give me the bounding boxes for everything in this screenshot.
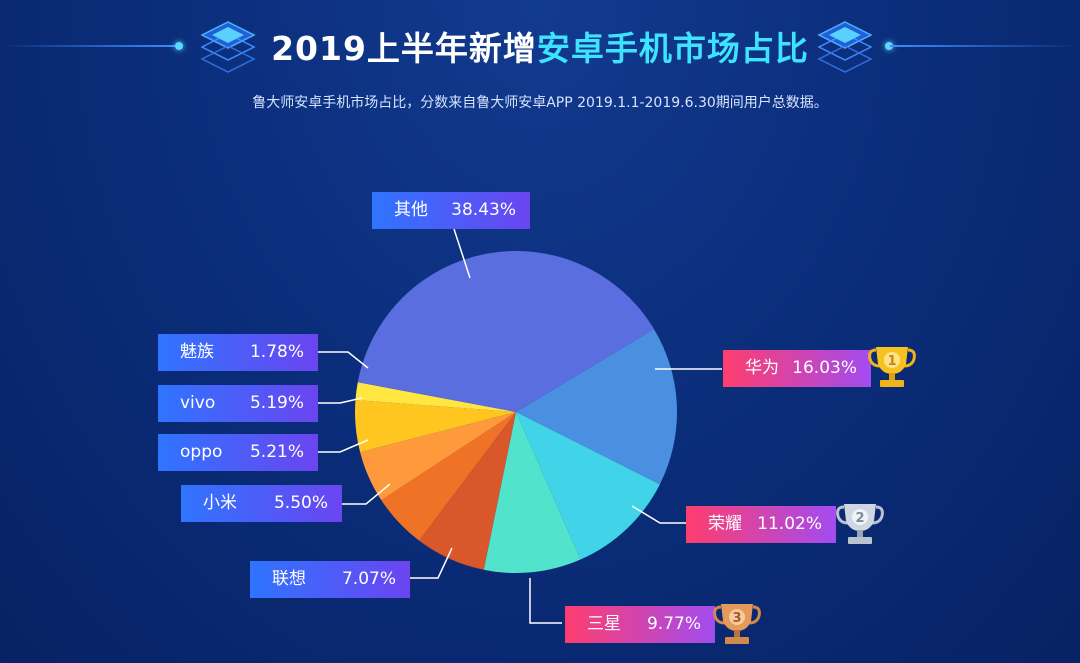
label-lenovo-value: 7.07%	[341, 569, 396, 589]
gold-trophy-icon: 1	[868, 347, 916, 387]
label-lenovo: 联想 7.07%	[250, 561, 410, 598]
leader-line-others	[453, 228, 471, 279]
leader-line-lenovo	[410, 547, 453, 579]
label-huawei-name: 华为	[745, 358, 779, 378]
decorative-line-left	[0, 45, 175, 47]
cube-icon-left	[200, 21, 256, 73]
page-title: 2019上半年新增安卓手机市场占比	[0, 22, 1080, 70]
svg-text:1: 1	[887, 354, 896, 369]
leader-line-vivo	[318, 397, 363, 404]
label-vivo: vivo 5.19%	[158, 385, 318, 422]
pie-slice-3	[419, 412, 516, 570]
pie-slice-4	[381, 412, 516, 541]
label-vivo-name: vivo	[180, 393, 216, 413]
silver-trophy-icon: 2	[836, 504, 884, 544]
label-samsung: 三星 9.77%	[565, 606, 715, 643]
label-samsung-name: 三星	[587, 614, 621, 634]
label-samsung-value: 9.77%	[646, 614, 701, 634]
pie-slice-1	[516, 412, 660, 560]
decorative-dot-right	[885, 42, 893, 50]
header: 2019上半年新增安卓手机市场占比	[0, 18, 1080, 78]
label-oppo-value: 5.21%	[249, 442, 304, 462]
svg-text:3: 3	[732, 611, 741, 626]
leader-line-meizu	[318, 351, 369, 369]
label-lenovo-name: 联想	[272, 569, 306, 589]
label-xiaomi-value: 5.50%	[273, 493, 328, 513]
decorative-dot-left	[175, 42, 183, 50]
pie-slice-2	[483, 412, 581, 574]
label-meizu: 魅族 1.78%	[158, 334, 318, 371]
label-xiaomi: 小米 5.50%	[181, 485, 342, 522]
title-text-highlight: 安卓手机市场占比	[536, 29, 809, 68]
label-honor: 荣耀 11.02%	[686, 506, 836, 543]
decorative-line-right	[890, 45, 1080, 47]
label-oppo: oppo 5.21%	[158, 434, 318, 471]
pie-slice-5	[360, 412, 516, 501]
subtitle: 鲁大师安卓手机市场占比，分数来自鲁大师安卓APP 2019.1.1-2019.6…	[252, 95, 828, 111]
label-vivo-value: 5.19%	[249, 393, 304, 413]
bronze-trophy-icon: 3	[713, 604, 761, 644]
label-honor-name: 荣耀	[708, 514, 742, 534]
pie-slice-8	[357, 251, 654, 412]
label-honor-value: 11.02%	[757, 514, 822, 534]
leader-line-xiaomi	[342, 483, 391, 505]
pie-slice-6	[354, 400, 516, 453]
cube-icon-right	[817, 21, 873, 73]
label-others: 其他 38.43%	[372, 192, 530, 229]
label-others-value: 38.43%	[451, 200, 516, 220]
label-others-name: 其他	[394, 200, 428, 220]
label-oppo-name: oppo	[180, 442, 223, 462]
label-xiaomi-name: 小米	[203, 493, 237, 513]
pie-slice-7	[355, 382, 516, 412]
svg-text:2: 2	[855, 511, 864, 526]
title-text-main: 2019上半年新增	[271, 29, 537, 68]
label-huawei-value: 16.03%	[792, 358, 857, 378]
leader-line-honor	[631, 505, 686, 524]
label-meizu-value: 1.78%	[249, 342, 304, 362]
leader-line-samsung	[529, 578, 562, 624]
label-huawei: 华为 16.03%	[723, 350, 871, 387]
label-meizu-name: 魅族	[180, 342, 214, 362]
leader-line-oppo	[318, 439, 369, 453]
pie-slice-0	[516, 329, 677, 485]
